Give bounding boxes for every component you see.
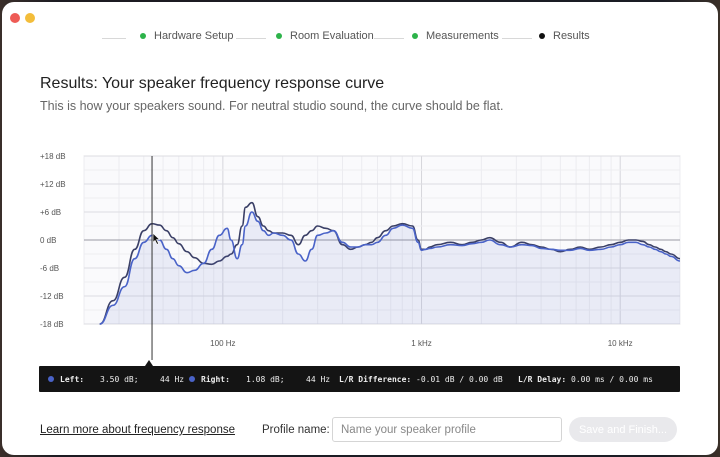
minimize-window-button[interactable] (25, 13, 35, 23)
progress-steps: Hardware Setup Room Evaluation Measureme… (2, 30, 718, 46)
step-measurements: Measurements (412, 30, 499, 42)
step-label: Hardware Setup (154, 30, 234, 42)
step-label: Measurements (426, 30, 499, 42)
x-tick-label: 1 kHz (411, 339, 431, 348)
save-and-finish-button[interactable]: Save and Finish... (569, 417, 677, 442)
step-connector (374, 38, 404, 39)
series-fill (99, 212, 681, 324)
y-tick-label: +18 dB (40, 152, 66, 161)
delay-value: 0.00 ms / 0.00 ms (571, 375, 653, 384)
y-tick-label: -6 dB (40, 264, 59, 273)
difference-value: -0.01 dB / 0.00 dB (416, 375, 503, 384)
mouse-pointer-icon (152, 232, 161, 245)
measurement-readout-bar: Left: 3.50 dB; 44 Hz Right: 1.08 dB; 44 … (39, 366, 680, 392)
left-label: Left: (60, 375, 85, 384)
series-line-1 (99, 211, 681, 325)
left-channel-dot (48, 376, 54, 382)
step-connector (236, 38, 266, 39)
profile-name-input[interactable] (332, 417, 562, 442)
left-frequency: 44 Hz (160, 375, 185, 384)
step-status-dot (412, 33, 418, 39)
page-subtitle: This is how your speakers sound. For neu… (40, 99, 504, 113)
step-results: Results (539, 30, 590, 42)
page-title: Results: Your speaker frequency response… (40, 75, 385, 92)
y-tick-label: 0 dB (40, 236, 56, 245)
step-label: Room Evaluation (290, 30, 374, 42)
step-status-dot (276, 33, 282, 39)
x-tick-label: 100 Hz (210, 339, 235, 348)
step-connector (502, 38, 532, 39)
step-status-dot (539, 33, 545, 39)
y-tick-label: -12 dB (40, 292, 64, 301)
delay-label: L/R Delay: (518, 375, 567, 384)
profile-name-label: Profile name: (262, 424, 330, 436)
right-value: 1.08 dB; (246, 375, 285, 384)
right-label: Right: (201, 375, 230, 384)
left-value: 3.50 dB; (100, 375, 139, 384)
x-tick-label: 10 kHz (608, 339, 633, 348)
difference-label: L/R Difference: (339, 375, 412, 384)
right-channel-dot (189, 376, 195, 382)
step-room-evaluation: Room Evaluation (276, 30, 374, 42)
y-tick-label: +6 dB (40, 208, 61, 217)
close-window-button[interactable] (10, 13, 20, 23)
frequency-response-chart[interactable]: +18 dB +12 dB +6 dB 0 dB -6 dB -12 dB -18 dB 10… (32, 150, 692, 360)
right-frequency: 44 Hz (306, 375, 331, 384)
y-tick-label: -18 dB (40, 320, 64, 329)
step-label: Results (553, 30, 590, 42)
y-tick-label: +12 dB (40, 180, 66, 189)
series-line-0 (99, 201, 681, 325)
learn-more-link[interactable]: Learn more about frequency response (40, 424, 235, 436)
step-connector (102, 38, 126, 39)
cursor-pointer-marker (145, 360, 153, 366)
step-hardware-setup: Hardware Setup (140, 30, 234, 42)
step-status-dot (140, 33, 146, 39)
